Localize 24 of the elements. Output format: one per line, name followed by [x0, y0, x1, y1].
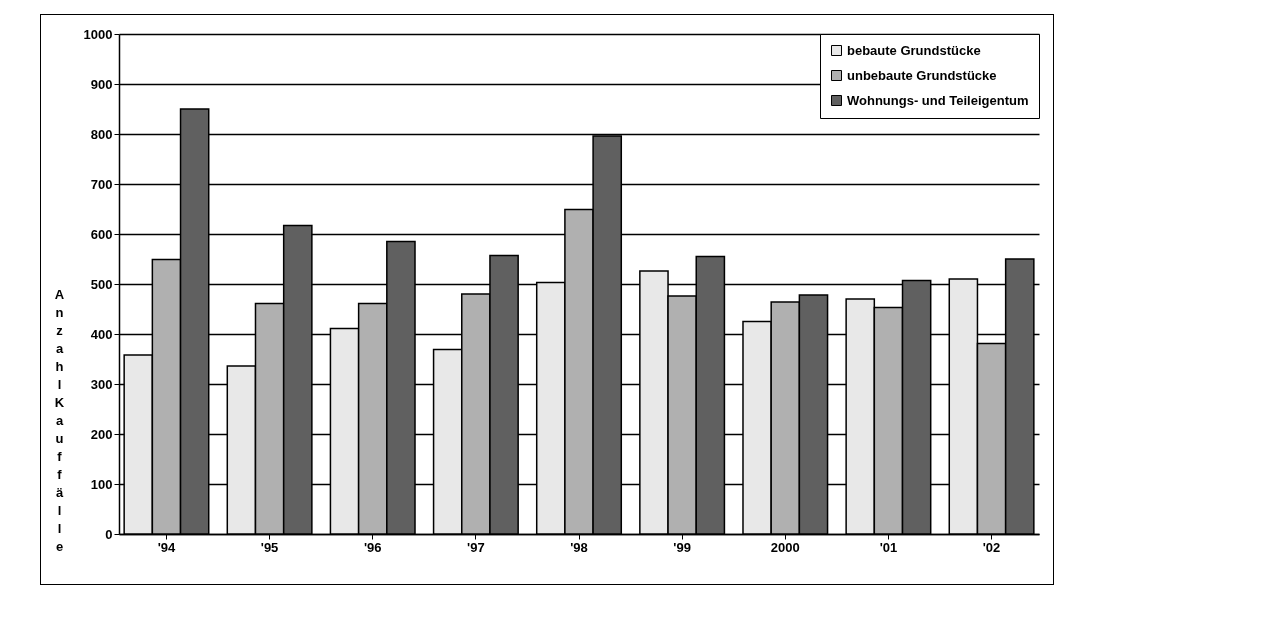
x-tick-label: '94: [157, 539, 176, 555]
text: Anzahl Kauffälle: [54, 286, 65, 554]
legend-label: bebaute Grundstücke: [847, 42, 981, 58]
x-tick-label: '98: [570, 539, 588, 555]
y-tick-label: 200: [90, 426, 113, 442]
y-tick-label: 800: [90, 126, 113, 142]
x-tick-label: '01: [879, 539, 898, 555]
x-tick-label: '97: [467, 539, 485, 555]
y-tick-label: 1000: [83, 26, 113, 42]
legend-label: unbebaute Grundstücke: [847, 67, 997, 83]
y-tick-label: 0: [105, 526, 113, 542]
x-tick-label: 2000: [770, 539, 800, 555]
y-tick-label: 900: [90, 76, 113, 92]
y-tick-label: 500: [90, 276, 113, 292]
y-tick-label: 400: [90, 326, 113, 342]
x-tick-label: '02: [982, 539, 1001, 555]
y-tick-label: 300: [90, 376, 113, 392]
x-tick-label: '99: [673, 539, 691, 555]
x-tick-label: '96: [363, 539, 382, 555]
y-tick-label: 600: [90, 226, 113, 242]
y-tick-label: 700: [90, 176, 113, 192]
x-tick-label: '95: [260, 539, 279, 555]
y-tick-label: 100: [90, 476, 113, 492]
legend-label: Wohnungs- und Teileigentum: [847, 92, 1029, 108]
